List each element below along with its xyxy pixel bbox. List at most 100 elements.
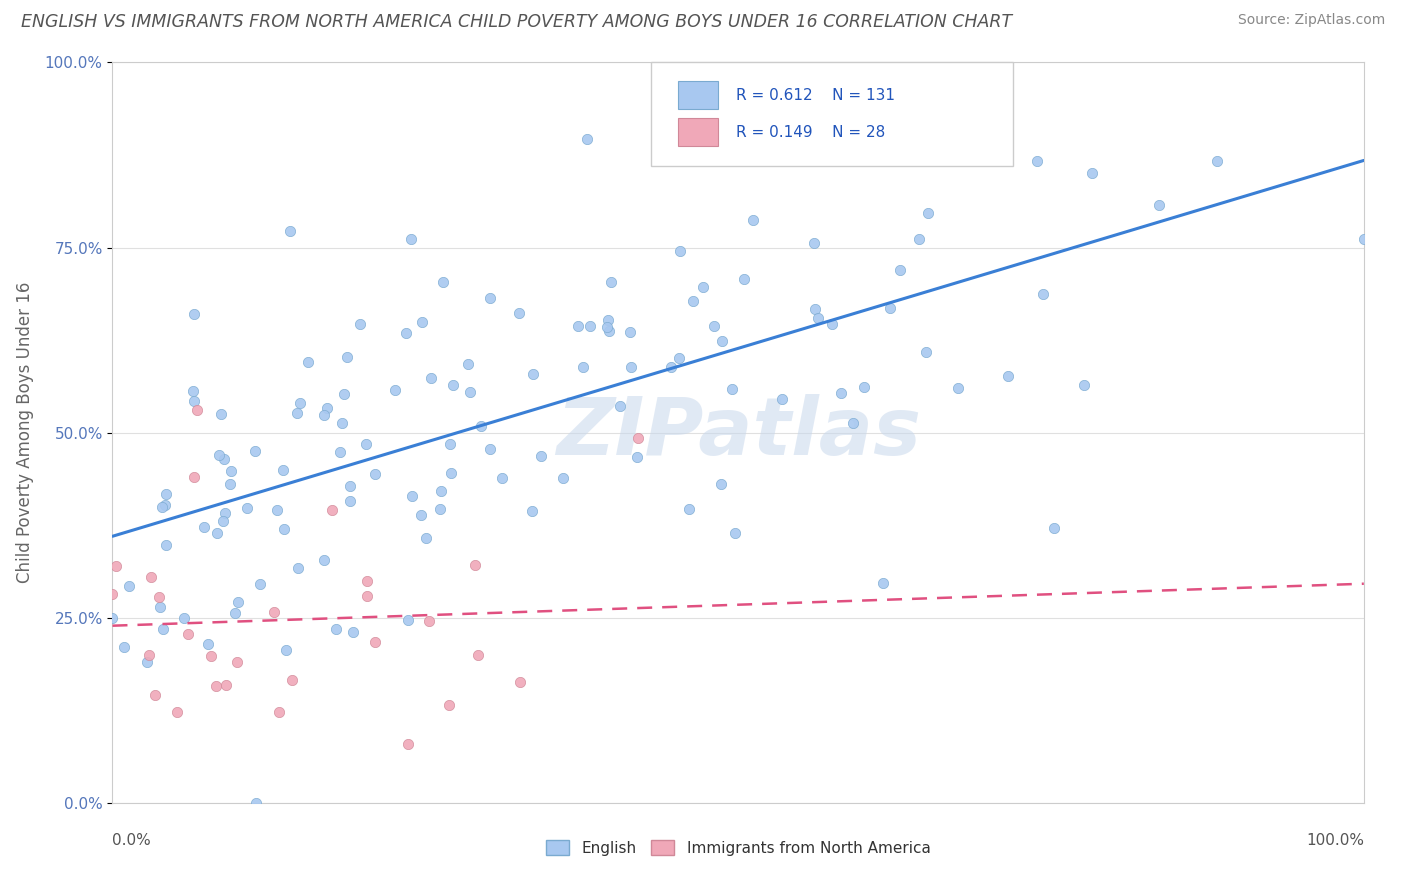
Point (139, 570, 162, 584)
Point (411, 508, 433, 522)
Point (530, 449, 553, 463)
Point (804, 301, 827, 316)
Point (208, 449, 231, 463)
Point (155, 486, 177, 500)
Point (215, 678, 238, 692)
Point (101, 610, 124, 624)
Point (1353, 232, 1375, 246)
Text: R = 0.612    N = 131: R = 0.612 N = 131 (735, 87, 894, 103)
Point (1073, 377, 1095, 392)
Text: 100.0%: 100.0% (1306, 833, 1364, 848)
Point (724, 525, 747, 540)
Point (520, 503, 543, 517)
Point (153, 498, 176, 512)
Point (620, 360, 643, 375)
Point (183, 394, 205, 409)
Point (464, 558, 486, 572)
Point (1149, 198, 1171, 212)
Point (186, 403, 208, 417)
Point (522, 368, 544, 382)
Point (363, 467, 385, 481)
Point (509, 674, 531, 689)
Point (692, 280, 714, 294)
Point (467, 648, 489, 663)
Point (946, 381, 969, 395)
Point (329, 444, 352, 458)
Point (879, 301, 901, 315)
Point (281, 673, 304, 688)
Point (478, 442, 501, 456)
Point (155, 538, 177, 552)
Point (166, 705, 188, 719)
Bar (678, 81, 718, 109)
Point (209, 407, 232, 421)
Bar (678, 118, 718, 146)
Point (997, 368, 1019, 383)
Point (314, 553, 336, 567)
Point (600, 275, 623, 289)
Point (1043, 521, 1066, 535)
Point (339, 479, 361, 493)
Point (669, 244, 692, 258)
Legend: English, Immigrants from North America: English, Immigrants from North America (540, 834, 936, 862)
Point (183, 308, 205, 322)
Point (491, 471, 513, 485)
Point (316, 401, 339, 416)
Point (460, 384, 482, 399)
Point (396, 737, 419, 751)
Point (205, 679, 228, 693)
Point (354, 437, 377, 451)
Point (266, 503, 288, 517)
Point (332, 417, 354, 431)
Point (441, 378, 464, 392)
Point (321, 502, 343, 516)
Point (364, 635, 387, 649)
Point (718, 151, 741, 165)
Point (821, 317, 844, 331)
Point (733, 271, 755, 285)
Point (149, 600, 172, 615)
Point (572, 360, 595, 375)
Point (915, 344, 938, 359)
Point (399, 232, 422, 246)
Point (432, 276, 454, 290)
Point (297, 355, 319, 369)
Point (287, 561, 309, 575)
Point (1081, 166, 1104, 180)
Point (384, 383, 406, 397)
Point (177, 627, 200, 641)
Point (205, 525, 228, 540)
Point (396, 613, 419, 627)
Text: Source: ZipAtlas.com: Source: ZipAtlas.com (1237, 13, 1385, 28)
Point (889, 262, 911, 277)
Point (703, 318, 725, 333)
Point (200, 648, 222, 663)
Point (395, 326, 418, 341)
Point (325, 623, 347, 637)
Point (143, 688, 166, 702)
Point (859, 154, 882, 169)
Point (1032, 287, 1054, 301)
Point (269, 706, 291, 720)
Point (1026, 153, 1049, 168)
Text: R = 0.149    N = 28: R = 0.149 N = 28 (735, 125, 884, 139)
Point (478, 291, 501, 305)
Point (224, 607, 246, 621)
Point (803, 235, 825, 250)
Point (415, 531, 437, 545)
Point (1205, 154, 1227, 169)
Point (626, 450, 648, 464)
Point (336, 351, 359, 365)
Point (437, 698, 460, 713)
Point (101, 587, 124, 601)
Point (273, 522, 295, 536)
Point (274, 642, 297, 657)
Point (342, 625, 364, 640)
Point (243, 444, 266, 458)
Point (440, 467, 463, 481)
Point (228, 595, 250, 609)
Point (285, 407, 308, 421)
Point (150, 500, 173, 515)
Point (429, 501, 451, 516)
Point (273, 463, 295, 477)
